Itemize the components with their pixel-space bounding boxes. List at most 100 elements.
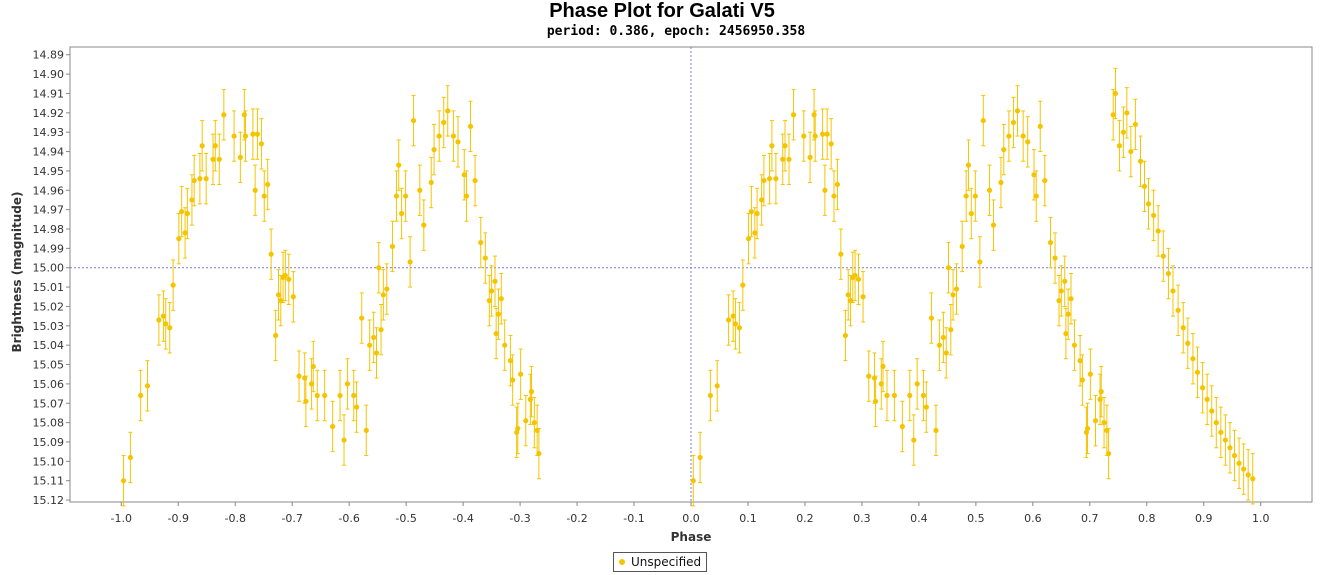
data-point [1120, 106, 1127, 158]
data-point [1068, 273, 1074, 325]
data-point [1128, 125, 1134, 178]
data-point [182, 207, 188, 259]
data-point [1200, 362, 1206, 414]
data-point [353, 381, 360, 433]
data-point [767, 152, 773, 205]
y-tick-label: 15.10 [33, 455, 65, 468]
x-tick-label: 0.7 [1081, 512, 1099, 525]
data-point [421, 199, 427, 251]
data-point [463, 170, 470, 222]
data-point [488, 265, 495, 317]
data-point [1137, 135, 1144, 187]
data-point [393, 170, 400, 222]
x-tick-label: -0.1 [623, 512, 644, 525]
data-point [782, 120, 788, 172]
data-point [891, 369, 897, 422]
data-point [732, 298, 739, 350]
data-point [977, 236, 983, 288]
x-tick-label: -0.7 [281, 512, 302, 525]
data-point [972, 170, 978, 222]
y-axis-label: Brightness (magnitude) [10, 191, 24, 352]
data-point [275, 269, 282, 321]
data-point [736, 302, 743, 354]
data-point [314, 369, 320, 422]
data-point [884, 369, 890, 422]
data-point [790, 89, 797, 141]
data-point [1160, 230, 1166, 282]
data-point [928, 292, 935, 344]
data-point [1037, 100, 1043, 153]
legend-marker [619, 559, 625, 565]
data-point [1020, 110, 1026, 162]
data-point [389, 220, 396, 273]
x-tick-label: -0.5 [395, 512, 416, 525]
data-point [160, 290, 167, 342]
data-point [1001, 123, 1007, 176]
data-point [1087, 348, 1093, 400]
data-point [754, 187, 760, 240]
data-point [1084, 402, 1091, 455]
data-point [322, 369, 328, 422]
data-point [1165, 247, 1172, 300]
data-point [1170, 265, 1176, 317]
data-point [407, 236, 413, 288]
y-tick-label: 15.08 [33, 417, 65, 430]
data-point [824, 108, 830, 160]
data-point [1236, 437, 1242, 489]
x-tick-label: 0.5 [967, 512, 985, 525]
data-point [838, 228, 844, 280]
data-point [428, 156, 434, 209]
data-point [745, 213, 752, 265]
x-tick-label: -0.4 [452, 512, 473, 525]
data-point [1077, 334, 1083, 387]
data-point [337, 369, 343, 422]
data-point [1056, 274, 1062, 327]
data-point [378, 304, 384, 356]
x-tick-label: 0.1 [739, 512, 757, 525]
x-axis-label: Phase [671, 530, 712, 544]
y-tick-label: 14.94 [33, 146, 65, 159]
data-point [398, 187, 405, 240]
y-tick-label: 14.99 [33, 242, 65, 255]
data-point [761, 154, 767, 207]
data-point [191, 154, 197, 207]
data-point [286, 253, 292, 306]
x-tick-label: -0.9 [168, 512, 189, 525]
y-tick-label: 15.05 [33, 359, 65, 372]
data-point [697, 431, 703, 484]
data-point [502, 319, 508, 371]
data-point [376, 242, 382, 294]
data-point [431, 123, 437, 176]
data-point [842, 309, 848, 362]
data-point [1145, 178, 1152, 230]
y-tick-label: 15.02 [33, 300, 65, 313]
data-point [953, 263, 960, 315]
x-tick-label: -0.3 [509, 512, 530, 525]
data-point [1141, 160, 1148, 213]
data-point [834, 158, 841, 211]
data-point [1033, 170, 1039, 222]
data-point [899, 400, 905, 453]
y-tick-label: 15.09 [33, 436, 65, 449]
data-point [1151, 189, 1157, 242]
data-point [450, 110, 457, 162]
data-point [120, 455, 127, 507]
data-point [1025, 116, 1031, 168]
data-point [402, 170, 409, 222]
data-point [1116, 120, 1123, 172]
y-tick-label: 14.98 [33, 223, 65, 236]
data-point [252, 164, 258, 216]
data-point [759, 174, 765, 226]
data-point [965, 139, 972, 191]
data-point [1052, 232, 1058, 284]
data-point [986, 164, 993, 216]
data-point [1079, 354, 1086, 406]
data-point [221, 89, 227, 141]
x-tick-label: -1.0 [111, 512, 132, 525]
data-point [1092, 395, 1099, 447]
data-point [1155, 205, 1161, 257]
data-point [1194, 346, 1201, 398]
data-point [911, 414, 917, 466]
data-point [189, 174, 195, 226]
data-point [690, 455, 696, 507]
